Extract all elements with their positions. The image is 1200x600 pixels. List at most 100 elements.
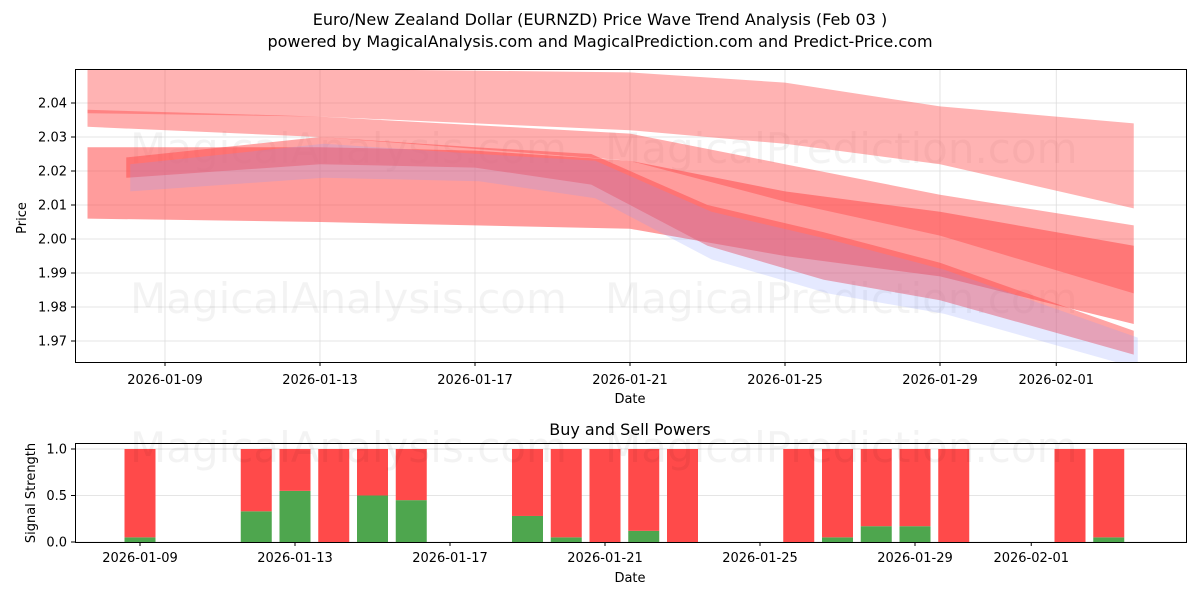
bar-group [357, 449, 388, 542]
bar-group [860, 449, 892, 542]
sell-bar [512, 449, 543, 516]
sell-bar [318, 449, 350, 542]
watermark: MagicalAnalysis.com [130, 423, 567, 472]
x-tick-label: 2026-01-21 [567, 551, 643, 566]
y-tick-label: 0.0 [46, 536, 67, 551]
price-band [87, 109, 1134, 294]
watermark: MagicalPrediction.com [605, 124, 1078, 173]
bar-group [550, 449, 582, 542]
watermark: MagicalPrediction.com [605, 423, 1078, 472]
price-y-axis-label: Price [15, 202, 30, 234]
bar-group [318, 449, 350, 542]
y-tick-label: 2.01 [38, 199, 67, 214]
watermark: MagicalAnalysis.com [130, 274, 567, 323]
x-tick-label: 2026-02-01 [1018, 373, 1094, 388]
x-tick-label: 2026-01-09 [127, 373, 203, 388]
sell-bar [938, 449, 970, 542]
bar-group [279, 449, 311, 542]
y-tick-label: 1.0 [46, 443, 67, 458]
x-tick-label: 2026-01-29 [877, 551, 953, 566]
y-tick-label: 2.00 [38, 233, 67, 248]
bar-group [589, 449, 621, 542]
bar-x-axis-label: Date [614, 571, 645, 586]
bar-group [822, 449, 853, 542]
sell-bar [240, 449, 272, 512]
x-tick-label: 2026-02-01 [993, 551, 1069, 566]
price-chart: MagicalAnalysis.com MagicalPrediction.co… [15, 69, 1187, 407]
sell-bar [124, 449, 156, 538]
bar-y-axis-label: Signal Strength [24, 443, 39, 543]
y-tick-label: 2.02 [38, 165, 67, 180]
price-y-axis: 1.97 1.98 1.99 2.00 2.01 2.02 2.03 2.04 [38, 97, 75, 350]
buy-bar [240, 511, 272, 542]
sell-bar [783, 449, 815, 542]
buy-sell-title: Buy and Sell Powers [549, 420, 711, 439]
y-tick-label: 1.99 [38, 267, 67, 282]
bar-group [667, 449, 698, 542]
x-tick-label: 2026-01-09 [102, 551, 178, 566]
buy-bar [395, 500, 427, 542]
bar-y-axis: 0.0 0.5 1.0 [46, 443, 75, 551]
bar-group [395, 449, 427, 542]
watermark-group: MagicalAnalysis.com MagicalPrediction.co… [130, 423, 1078, 472]
sell-bar [860, 449, 892, 527]
sell-bar [822, 449, 853, 538]
bar-group [899, 449, 931, 542]
price-band [126, 137, 1134, 355]
y-tick-label: 1.98 [38, 301, 67, 316]
buy-sell-chart: Buy and Sell Powers MagicalAnalysis.com … [24, 420, 1187, 586]
y-tick-label: 2.04 [38, 97, 67, 112]
bar-group [240, 449, 272, 542]
price-band [87, 69, 1134, 209]
sell-bar [1093, 449, 1125, 538]
sell-bar [395, 449, 427, 501]
bar-x-axis: 2026-01-09 2026-01-13 2026-01-17 2026-01-21… [102, 542, 1069, 566]
bar-group [512, 449, 543, 542]
sell-bar [899, 449, 931, 527]
price-wave-bands [87, 69, 1138, 362]
buy-bar [124, 537, 156, 542]
sell-bar [1054, 449, 1086, 542]
buy-bar [1093, 537, 1125, 542]
x-tick-label: 2026-01-17 [437, 373, 513, 388]
sell-bar [667, 449, 698, 542]
price-band [87, 147, 1134, 324]
buy-bar [628, 530, 660, 542]
buy-bar [279, 490, 311, 542]
x-tick-label: 2026-01-25 [747, 373, 823, 388]
bar-group [628, 449, 660, 542]
buy-sell-bars [124, 449, 1125, 542]
buy-bar [550, 537, 582, 542]
sell-bar [357, 449, 388, 496]
price-x-axis: 2026-01-09 2026-01-13 2026-01-17 2026-01-21… [127, 362, 1094, 388]
price-band-blue [130, 143, 1138, 362]
buy-bar [822, 537, 853, 542]
x-tick-label: 2026-01-13 [257, 551, 333, 566]
chart-title: Euro/New Zealand Dollar (EURNZD) Price W… [312, 10, 888, 29]
buy-bar [899, 526, 931, 542]
bar-axes-frame [75, 443, 1187, 543]
price-axes-frame [75, 69, 1187, 363]
bar-group [124, 449, 156, 542]
y-tick-label: 0.5 [46, 489, 67, 504]
buy-bar [357, 495, 388, 542]
buy-bar [860, 526, 892, 542]
x-tick-label: 2026-01-13 [282, 373, 358, 388]
sell-bar [550, 449, 582, 538]
sell-bar [279, 449, 311, 491]
x-tick-label: 2026-01-25 [722, 551, 798, 566]
bar-group [1093, 449, 1125, 542]
price-x-axis-label: Date [614, 392, 645, 407]
bar-group [783, 449, 815, 542]
sell-bar [589, 449, 621, 542]
bar-group [1054, 449, 1086, 542]
chart-subtitle: powered by MagicalAnalysis.com and Magic… [267, 32, 933, 51]
x-tick-label: 2026-01-21 [592, 373, 668, 388]
y-tick-label: 1.97 [38, 335, 67, 350]
buy-bar [512, 515, 543, 542]
bar-group [938, 449, 970, 542]
y-tick-label: 2.03 [38, 131, 67, 146]
x-tick-label: 2026-01-17 [412, 551, 488, 566]
sell-bar [628, 449, 660, 531]
